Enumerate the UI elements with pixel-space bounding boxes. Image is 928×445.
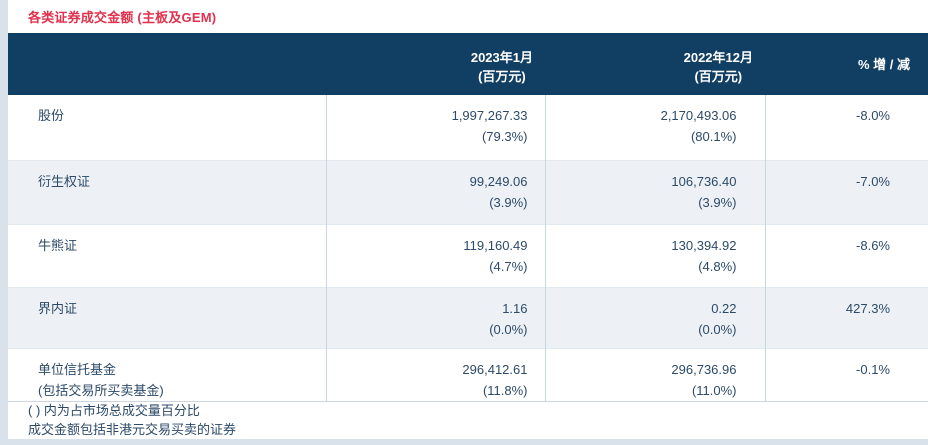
period1-pct: (79.3%)	[481, 129, 528, 144]
turnover-table: 2023年1月 (百万元) 2022年12月 (百万元) % 增 / 减 股份	[8, 33, 928, 402]
left-scroll-strip	[0, 0, 8, 445]
page-title: 各类证券成交金额 (主板及GEM)	[28, 10, 217, 25]
change-value: -0.1%	[856, 361, 890, 377]
period1-value: 119,160.49	[463, 237, 528, 253]
row-label: 界内证	[38, 300, 78, 316]
table-row: 衍生权证 99,249.06 (3.9%) 106,736.40 (3.9%) …	[8, 160, 928, 224]
period1-pct: (11.8%)	[482, 382, 528, 398]
period2-value: 0.22	[711, 300, 737, 316]
change-value: 427.3%	[845, 300, 890, 316]
header-change: % 增 / 减	[857, 56, 910, 72]
period2-value: 106,736.40	[671, 173, 737, 189]
period2-pct: (11.0%)	[691, 382, 737, 398]
period1-value: 1,997,267.33	[451, 108, 528, 123]
header-empty-cell	[8, 33, 326, 95]
period2-pct: (80.1%)	[690, 129, 737, 144]
footnote-currency: 成交金额包括非港元交易买卖的证券	[28, 422, 237, 437]
period1-pct: (4.7%)	[489, 258, 528, 274]
period2-value: 2,170,493.06	[660, 108, 737, 123]
period1-value: 296,412.61	[462, 361, 528, 377]
period2-value: 296,736.96	[671, 361, 737, 377]
row-label: 衍生权证	[38, 173, 91, 189]
change-value: -8.0%	[856, 108, 890, 123]
table-row: 界内证 1.16 (0.0%) 0.22 (0.0%) 427.3%	[8, 287, 928, 348]
table-row: 单位信托基金 (包括交易所买卖基金) 296,412.61 (11.8%) 29…	[8, 348, 928, 401]
period2-value: 130,394.92	[671, 237, 737, 253]
bottom-scroll-strip	[0, 439, 928, 445]
table-row: 股份 1,997,267.33 (79.3%) 2,170,493.06 (80…	[8, 95, 928, 160]
footnote-percentage: ( ) 内为占市场总成交量百分比	[28, 403, 200, 418]
header-period2-line1: 2022年12月	[683, 50, 753, 65]
header-period1: 2023年1月 (百万元)	[326, 33, 545, 95]
period1-value: 1.16	[502, 300, 528, 316]
period1-pct: (3.9%)	[489, 194, 528, 210]
row-label: 单位信托基金	[38, 361, 117, 377]
header-period2-line2: (百万元)	[694, 69, 743, 84]
header-period1-line2: (百万元)	[478, 69, 526, 84]
period2-pct: (4.8%)	[698, 258, 737, 274]
table-header-row: 2023年1月 (百万元) 2022年12月 (百万元) % 增 / 减	[8, 33, 928, 95]
footnotes: ( ) 内为占市场总成交量百分比 成交金额包括非港元交易买卖的证券	[28, 401, 236, 439]
period1-value: 99,249.06	[469, 173, 528, 189]
header-period1-line1: 2023年1月	[470, 50, 533, 65]
period1-pct: (0.0%)	[489, 321, 528, 337]
row-label-line2: (包括交易所买卖基金)	[38, 382, 164, 398]
change-value: -7.0%	[856, 173, 890, 189]
table-row: 牛熊证 119,160.49 (4.7%) 130,394.92 (4.8%) …	[8, 224, 928, 287]
period2-pct: (3.9%)	[698, 194, 737, 210]
change-value: -8.6%	[856, 237, 890, 253]
row-label: 股份	[38, 108, 65, 123]
header-period2: 2022年12月 (百万元)	[545, 33, 765, 95]
row-label: 牛熊证	[38, 237, 78, 253]
period2-pct: (0.0%)	[698, 321, 737, 337]
